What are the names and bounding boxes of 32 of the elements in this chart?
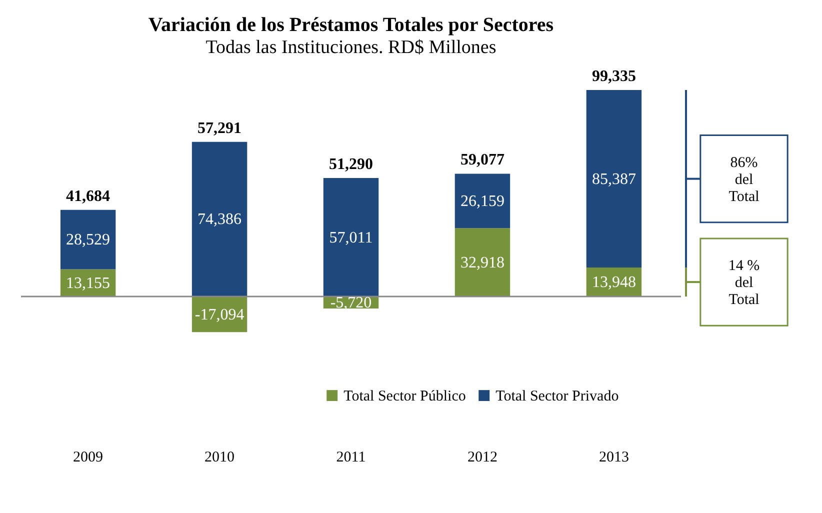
x-tick-label: 2011 — [336, 450, 366, 466]
x-tick-label: 2009 — [73, 450, 104, 466]
data-label: 28,529 — [66, 232, 110, 249]
bar — [192, 142, 248, 297]
x-tick-label: 2012 — [467, 450, 498, 466]
data-label: -5,720 — [330, 294, 372, 312]
bar — [586, 90, 642, 268]
data-label: 85,387 — [592, 170, 636, 188]
bar — [454, 228, 510, 297]
total-label: 51,290 — [329, 156, 373, 174]
chart-subtitle: Todas las Instituciones. RD$ Millones — [206, 37, 496, 58]
data-label: 57,011 — [329, 229, 373, 246]
total-label: 99,335 — [592, 68, 636, 86]
total-label: 41,684 — [66, 188, 110, 205]
bar — [60, 210, 116, 270]
bar — [454, 174, 510, 228]
chart-title: Variación de los Préstamos Totales por Sectores — [148, 14, 554, 36]
x-tick-label: 2013 — [598, 450, 629, 466]
text: 14 % del Total — [728, 258, 760, 308]
legend-label: Total Sector Público — [344, 388, 466, 405]
total-label: 59,077 — [460, 152, 504, 169]
text: 86% del Total — [728, 154, 760, 205]
data-label: 74,386 — [198, 211, 242, 228]
bar — [323, 178, 379, 297]
data-label: 13,948 — [592, 274, 636, 292]
total-label: 57,291 — [198, 120, 242, 137]
data-label: 13,155 — [66, 274, 110, 292]
data-label: 26,159 — [460, 192, 504, 210]
data-label: -17,094 — [194, 306, 244, 324]
x-tick-label: 2010 — [204, 450, 235, 466]
data-label: 32,918 — [460, 254, 504, 272]
legend-label: Total Sector Privado — [496, 388, 619, 405]
